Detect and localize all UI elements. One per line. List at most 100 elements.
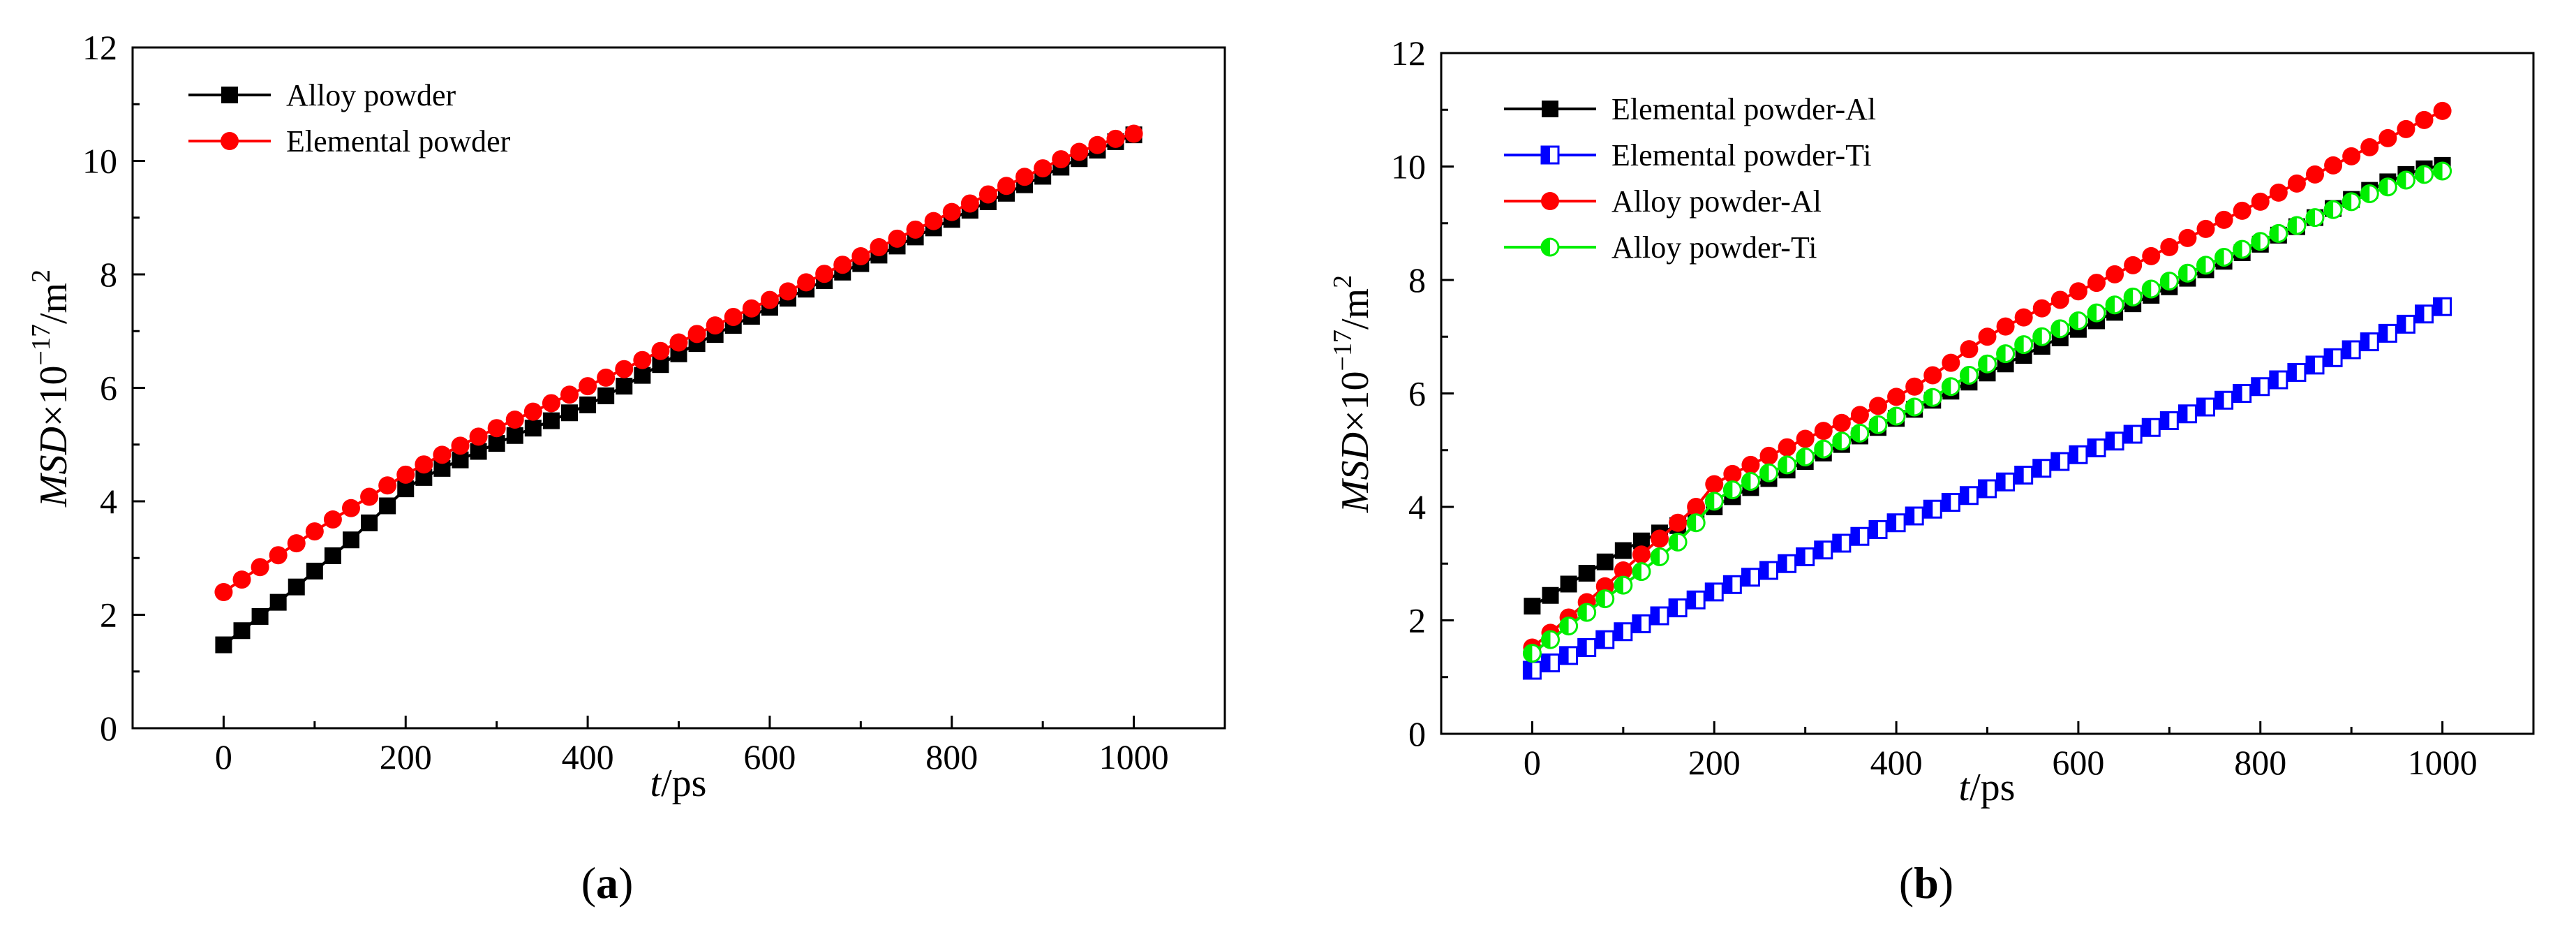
data-point — [2251, 192, 2270, 211]
data-point — [523, 402, 542, 421]
data-point — [2306, 165, 2324, 184]
data-point — [1850, 423, 1870, 443]
series-layer-b — [1522, 101, 2452, 680]
data-point — [2305, 208, 2325, 228]
data-point — [2378, 323, 2397, 343]
data-point — [2415, 165, 2434, 184]
data-point — [760, 290, 779, 309]
data-point — [451, 436, 470, 455]
data-point — [2160, 237, 2179, 256]
y-axis-var-a: MSD — [32, 427, 75, 508]
data-point — [724, 307, 743, 326]
data-point — [1868, 520, 1888, 539]
data-point — [2360, 138, 2379, 156]
y-axis-exp-a: −17 — [27, 324, 56, 365]
data-point — [1668, 598, 1688, 618]
data-point — [1942, 353, 1960, 372]
y-axis-times-a: ×10 — [32, 365, 75, 427]
data-point — [1978, 479, 1997, 499]
data-point — [1759, 561, 1778, 580]
data-point — [2196, 256, 2215, 275]
y-tick-label: 10 — [1391, 147, 1426, 186]
data-point — [215, 636, 232, 654]
y-ticks-a: 0 2 4 6 8 10 12 — [82, 28, 145, 748]
data-point — [1723, 464, 1742, 483]
y-tick-label: 2 — [1408, 601, 1426, 640]
data-point — [1722, 575, 1742, 594]
data-point — [1996, 344, 2016, 364]
data-point — [2415, 110, 2434, 129]
data-point — [433, 445, 452, 464]
data-point — [1923, 388, 1942, 407]
data-point — [1814, 439, 1833, 459]
data-point — [2214, 248, 2234, 267]
legend-marker — [1541, 192, 1559, 210]
data-point — [1759, 463, 1778, 482]
data-point — [2214, 390, 2234, 410]
data-point — [2159, 411, 2179, 430]
data-point — [706, 316, 724, 335]
data-point — [1941, 377, 1960, 397]
data-point — [2360, 332, 2379, 352]
data-point — [579, 396, 597, 413]
data-point — [2087, 274, 2106, 293]
data-point — [651, 341, 670, 360]
data-point — [1686, 513, 1706, 533]
series-elemental-powder-ti — [1522, 297, 2452, 680]
data-point — [1578, 565, 1595, 582]
data-point — [1796, 448, 1815, 466]
chart-panel-a: 0 200 400 600 800 1000 0 2 4 6 8 10 12 Alloy powder… — [27, 28, 1226, 908]
data-point — [2050, 290, 2069, 309]
legend-label: Elemental powder-Ti — [1611, 138, 1872, 172]
data-point — [2050, 452, 2070, 471]
data-point — [2014, 335, 2034, 355]
data-point — [1088, 135, 1107, 154]
data-point — [2269, 223, 2288, 243]
data-point — [2396, 314, 2415, 334]
series-line — [223, 132, 1135, 593]
data-point — [851, 247, 870, 265]
legend-marker — [221, 132, 239, 150]
y-tick-label: 6 — [1408, 374, 1426, 413]
legend-label: Alloy powder — [286, 78, 456, 112]
data-point — [2050, 319, 2070, 339]
data-point — [1705, 475, 1724, 494]
legend-entry: Elemental powder-Al — [1504, 92, 1876, 126]
data-point — [2396, 170, 2415, 190]
data-point — [2397, 119, 2415, 138]
data-point — [1524, 598, 1541, 615]
data-point — [579, 377, 597, 396]
y-axis-unit-exp-b: 2 — [1328, 275, 1357, 288]
data-point — [2087, 438, 2106, 457]
x-axis-var-a: t — [650, 762, 662, 805]
data-point — [2378, 128, 2397, 147]
data-point — [2342, 340, 2361, 360]
y-axis-title-b: MSD×10−17/m2 — [1328, 275, 1377, 513]
series-elemental-powder — [214, 124, 1143, 601]
x-ticks-a: 0 200 400 600 800 1000 — [215, 716, 1169, 776]
data-point — [2177, 263, 2197, 283]
data-point — [1614, 622, 1633, 642]
data-point — [2032, 327, 2052, 346]
data-point — [669, 333, 688, 352]
data-point — [1959, 486, 1979, 505]
data-point — [542, 412, 560, 429]
data-point — [342, 499, 360, 517]
y-tick-label: 8 — [1408, 260, 1426, 300]
data-point — [2378, 177, 2397, 197]
legend-marker — [1540, 237, 1560, 257]
data-point — [269, 546, 288, 565]
data-point — [797, 273, 816, 292]
data-point — [2360, 184, 2379, 203]
data-point — [524, 420, 542, 437]
data-point — [1832, 533, 1852, 553]
data-point — [1669, 513, 1688, 532]
data-point — [251, 607, 269, 625]
data-point — [2287, 216, 2307, 235]
data-point — [1595, 589, 1615, 609]
x-axis-unit-a: /ps — [661, 762, 706, 805]
data-point — [1759, 446, 1778, 465]
data-point — [1052, 150, 1071, 169]
data-point — [2032, 299, 2051, 318]
data-point — [1887, 388, 1906, 406]
